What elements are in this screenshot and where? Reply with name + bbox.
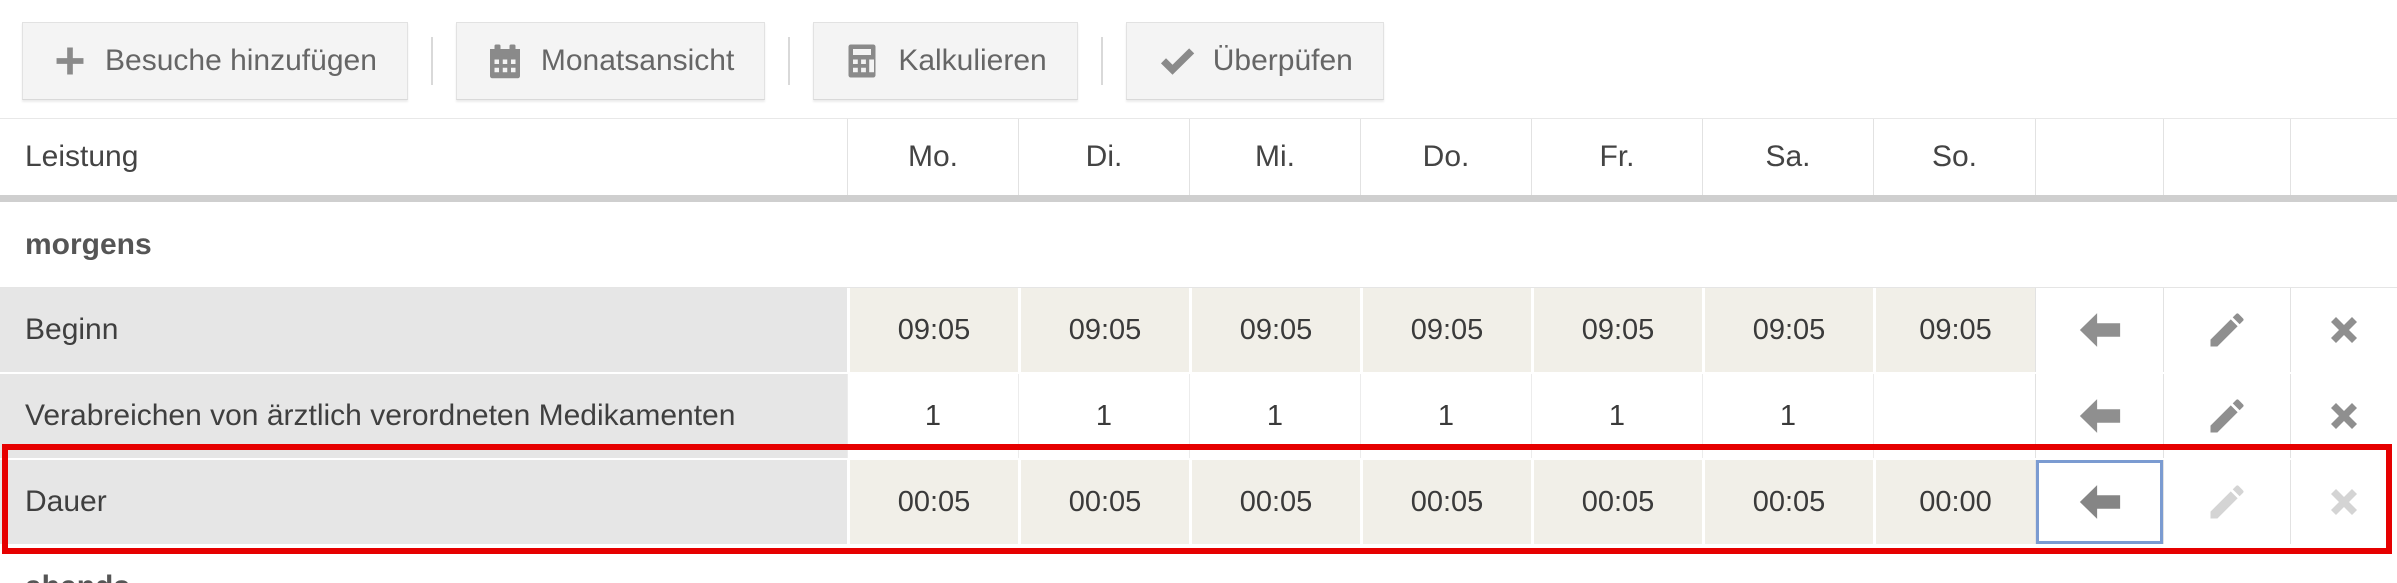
pencil-icon bbox=[2205, 480, 2249, 524]
schedule-table: Leistung Mo. Di. Mi. Do. Fr. Sa. So. mor… bbox=[0, 118, 2397, 583]
edit-button-disabled bbox=[2163, 460, 2290, 544]
value-cell-sa[interactable]: 1 bbox=[1702, 374, 1873, 458]
column-header-action-3 bbox=[2290, 119, 2397, 195]
value-cell-fr[interactable]: 09:05 bbox=[1531, 288, 1702, 372]
calculate-label: Kalkulieren bbox=[898, 44, 1047, 77]
check-label: Überpüfen bbox=[1212, 44, 1353, 77]
pencil-icon bbox=[2205, 394, 2249, 438]
edit-button[interactable] bbox=[2163, 288, 2290, 372]
arrow-left-icon bbox=[2077, 307, 2123, 353]
add-visits-label: Besuche hinzufügen bbox=[105, 44, 377, 77]
row-label: Dauer bbox=[0, 460, 847, 544]
calendar-icon bbox=[487, 43, 523, 79]
delete-button[interactable] bbox=[2290, 288, 2397, 372]
value-cell-so[interactable] bbox=[1873, 374, 2035, 458]
value-cell-mi[interactable]: 1 bbox=[1189, 374, 1360, 458]
delete-button[interactable] bbox=[2290, 374, 2397, 458]
value-cell-do[interactable]: 00:05 bbox=[1360, 460, 1531, 544]
value-cell-so[interactable]: 09:05 bbox=[1873, 288, 2035, 372]
plus-icon bbox=[53, 44, 87, 78]
table-header-row: Leistung Mo. Di. Mi. Do. Fr. Sa. So. bbox=[0, 118, 2397, 202]
value-cell-so[interactable]: 00:00 bbox=[1873, 460, 2035, 544]
value-cell-mi[interactable]: 00:05 bbox=[1189, 460, 1360, 544]
column-header-so: So. bbox=[1873, 119, 2035, 195]
add-visits-button[interactable]: Besuche hinzufügen bbox=[22, 22, 408, 100]
value-cell-mi[interactable]: 09:05 bbox=[1189, 288, 1360, 372]
x-icon bbox=[2324, 310, 2364, 350]
column-header-mo: Mo. bbox=[847, 119, 1018, 195]
value-cell-sa[interactable]: 09:05 bbox=[1702, 288, 1873, 372]
column-header-sa: Sa. bbox=[1702, 119, 1873, 195]
pencil-icon bbox=[2205, 308, 2249, 352]
back-button[interactable] bbox=[2035, 288, 2163, 372]
row-label: Beginn bbox=[0, 288, 847, 372]
x-icon bbox=[2324, 482, 2364, 522]
value-cell-do[interactable]: 1 bbox=[1360, 374, 1531, 458]
value-cell-do[interactable]: 09:05 bbox=[1360, 288, 1531, 372]
value-cell-di[interactable]: 1 bbox=[1018, 374, 1189, 458]
column-header-mi: Mi. bbox=[1189, 119, 1360, 195]
value-cell-di[interactable]: 00:05 bbox=[1018, 460, 1189, 544]
toolbar-divider bbox=[430, 37, 433, 85]
value-cell-mo[interactable]: 09:05 bbox=[847, 288, 1018, 372]
table-row-verabreichen: Verabreichen von ärztlich verordneten Me… bbox=[0, 374, 2397, 460]
edit-button[interactable] bbox=[2163, 374, 2290, 458]
column-header-action-2 bbox=[2163, 119, 2290, 195]
back-button-focused[interactable] bbox=[2035, 460, 2163, 544]
calculate-button[interactable]: Kalkulieren bbox=[813, 22, 1078, 100]
column-header-fr: Fr. bbox=[1531, 119, 1702, 195]
value-cell-sa[interactable]: 00:05 bbox=[1702, 460, 1873, 544]
value-cell-fr[interactable]: 00:05 bbox=[1531, 460, 1702, 544]
delete-button-disabled bbox=[2290, 460, 2397, 544]
table-row-beginn: Beginn 09:05 09:05 09:05 09:05 09:05 09:… bbox=[0, 288, 2397, 374]
value-cell-mo[interactable]: 1 bbox=[847, 374, 1018, 458]
value-cell-di[interactable]: 09:05 bbox=[1018, 288, 1189, 372]
arrow-left-icon bbox=[2077, 393, 2123, 439]
toolbar: Besuche hinzufügen Monatsansicht Kalkuli… bbox=[0, 0, 2397, 118]
back-button[interactable] bbox=[2035, 374, 2163, 458]
column-header-do: Do. bbox=[1360, 119, 1531, 195]
row-label: Verabreichen von ärztlich verordneten Me… bbox=[0, 374, 847, 458]
x-icon bbox=[2324, 396, 2364, 436]
section-row-abends: abends bbox=[0, 546, 2397, 583]
value-cell-fr[interactable]: 1 bbox=[1531, 374, 1702, 458]
month-view-button[interactable]: Monatsansicht bbox=[455, 22, 766, 100]
value-cell-mo[interactable]: 00:05 bbox=[847, 460, 1018, 544]
month-view-label: Monatsansicht bbox=[540, 44, 735, 77]
column-header-leistung: Leistung bbox=[25, 140, 139, 173]
table-row-dauer: Dauer 00:05 00:05 00:05 00:05 00:05 00:0… bbox=[0, 460, 2397, 546]
toolbar-divider bbox=[788, 37, 791, 85]
arrow-left-icon bbox=[2077, 479, 2123, 525]
check-icon bbox=[1157, 42, 1195, 80]
column-header-action-1 bbox=[2035, 119, 2163, 195]
check-button[interactable]: Überpüfen bbox=[1125, 22, 1384, 100]
toolbar-divider bbox=[1100, 37, 1103, 85]
calculator-icon bbox=[844, 43, 880, 79]
column-header-di: Di. bbox=[1018, 119, 1189, 195]
section-row-morgens: morgens bbox=[0, 202, 2397, 288]
